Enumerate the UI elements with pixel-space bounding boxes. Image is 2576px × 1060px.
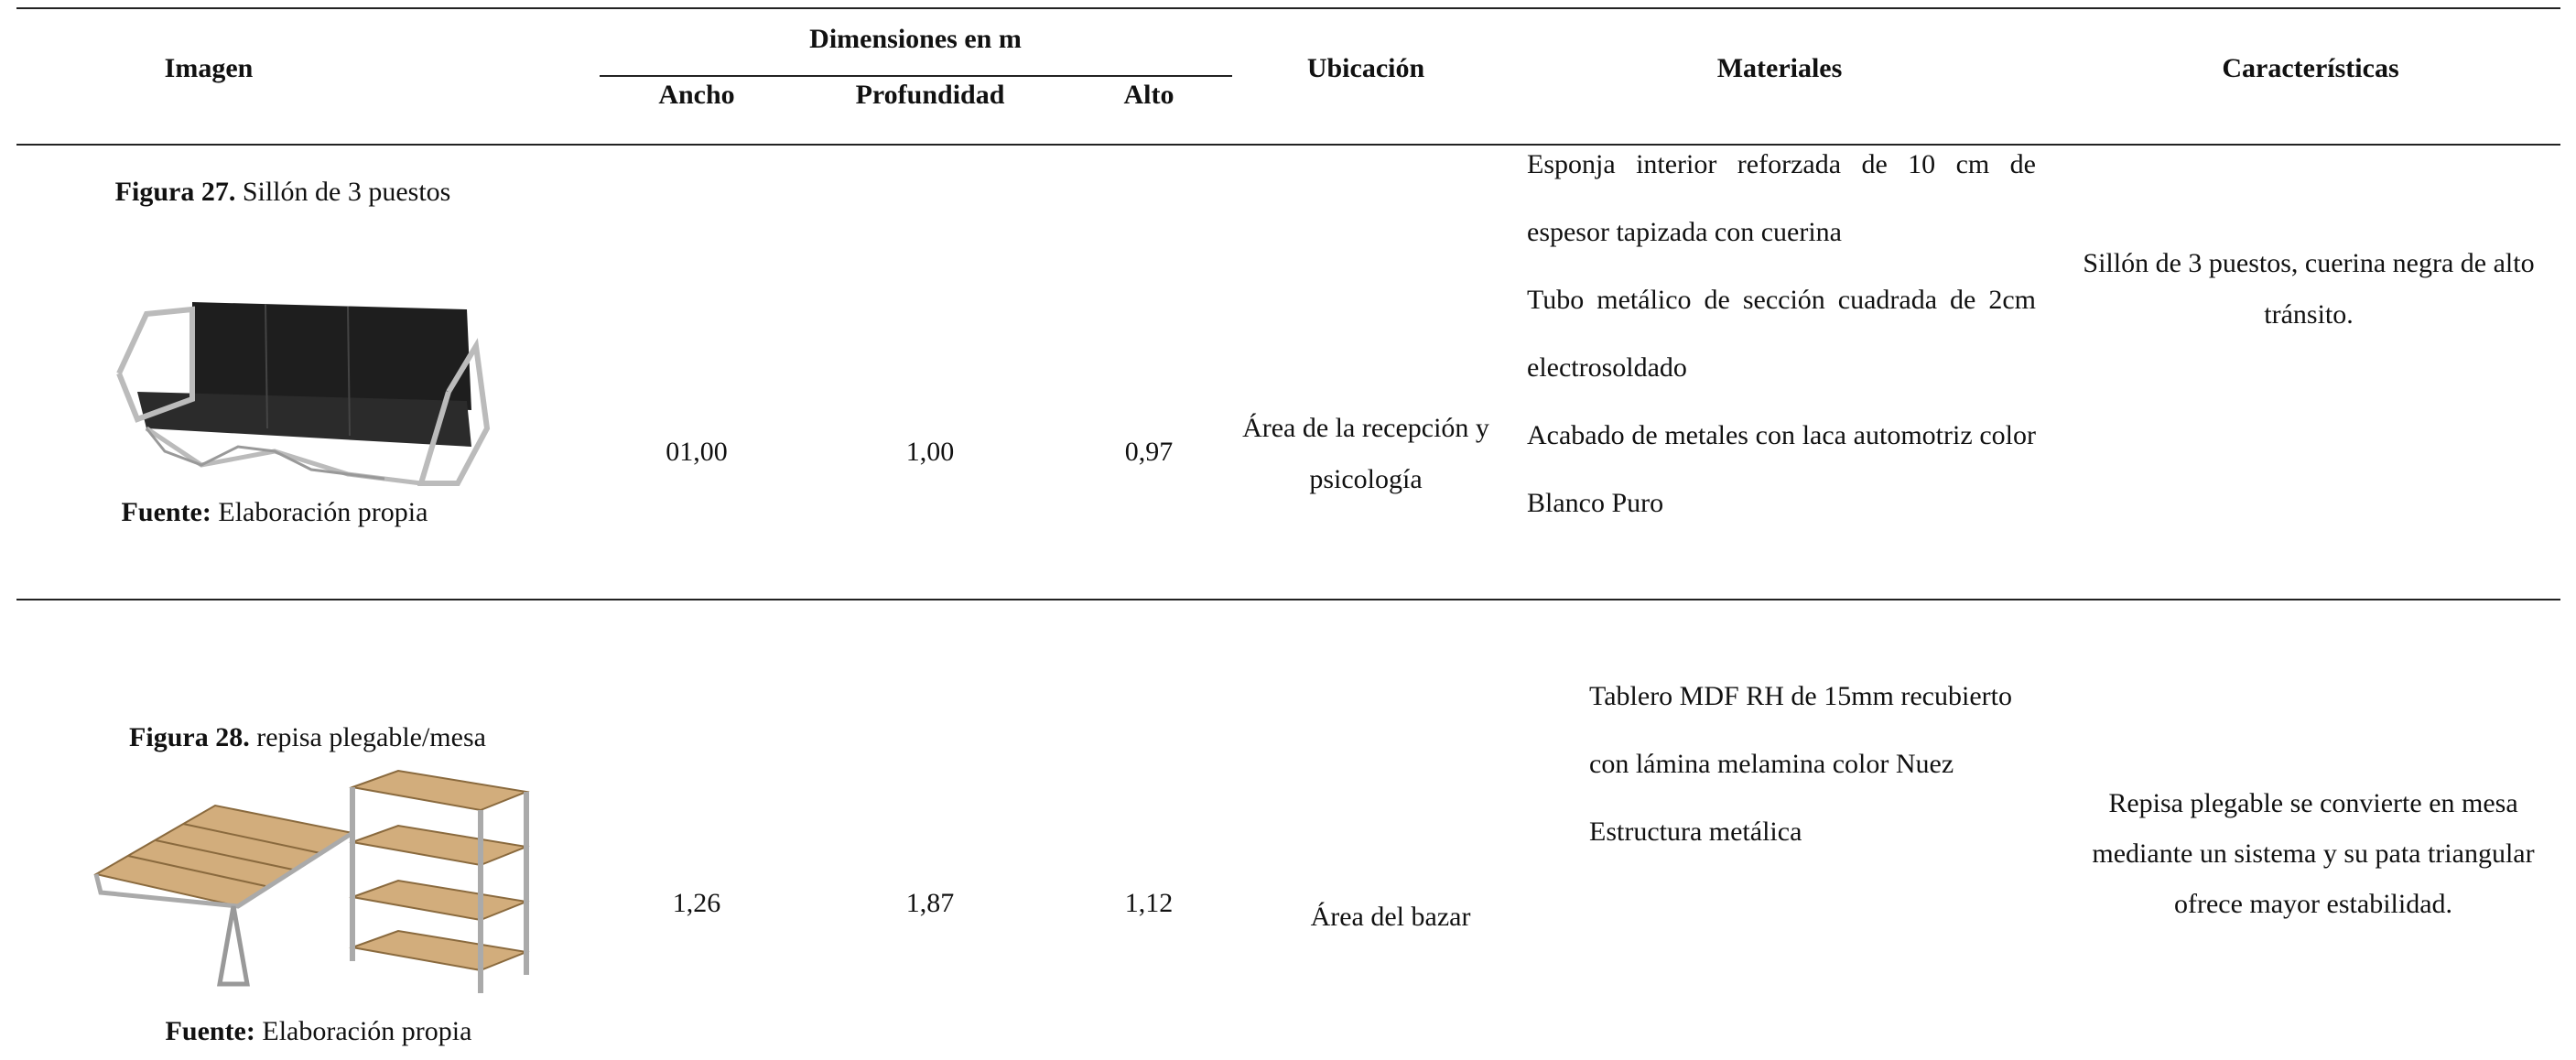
header-cell: Ubicación — [1306, 53, 1425, 83]
source-text: Elaboración propia — [262, 1016, 472, 1046]
ancho-cell: 1,26 — [672, 888, 721, 918]
material-item: Tubo metálico de sección cuadrada de 2cm… — [1527, 285, 2036, 383]
source-label: Fuente: — [165, 1016, 255, 1046]
header-rule — [16, 144, 2560, 146]
alto-cell: 0,97 — [1124, 437, 1174, 467]
sofa-back — [192, 302, 471, 410]
material-item: Esponja interior reforzada de 10 cm de e… — [1527, 149, 2036, 247]
material-item: Tablero MDF RH de 15mm recubierto con lá… — [1589, 681, 2012, 779]
figure-caption: Figura 28. repisa plegable/mesa — [129, 722, 486, 753]
caracteristicas-cell: Sillón de 3 puestos, cuerina negra de al… — [2083, 248, 2535, 330]
figure-label: Figura 28. — [129, 722, 250, 752]
header-cell: Características — [2222, 53, 2399, 83]
source-label: Fuente: — [121, 497, 211, 527]
sofa-seat — [137, 392, 471, 447]
top-rule — [16, 7, 2560, 9]
ubicacion-cell: Área del bazar — [1310, 902, 1471, 932]
alto-cell: 1,12 — [1124, 888, 1174, 918]
row-rule — [16, 599, 2560, 600]
material-item: Acabado de metales con laca automotriz c… — [1527, 420, 2036, 518]
profundidad-cell: 1,87 — [905, 888, 955, 918]
shelf-image — [93, 769, 530, 993]
ubicacion-cell: Área de la recepción y psicología — [1242, 413, 1489, 494]
figure-source: Fuente: Elaboración propia — [122, 497, 428, 528]
figure-title: Sillón de 3 puestos — [242, 177, 451, 207]
profundidad-cell: 1,00 — [905, 437, 955, 467]
header-cell: Alto — [1123, 80, 1174, 110]
caracteristicas-cell: Repisa plegable se convierte en mesa med… — [2092, 788, 2535, 919]
header-cell: Profundidad — [855, 80, 1005, 110]
materiales-cell: Tablero MDF RH de 15mm recubierto con lá… — [1589, 663, 2047, 866]
header-cell: Dimensiones en m — [809, 24, 1022, 54]
figure-source: Fuente: Elaboración propia — [166, 1016, 472, 1047]
header-cell: Ancho — [658, 80, 735, 110]
header-cell: Imagen — [164, 53, 254, 83]
material-item: Estructura metálica — [1589, 817, 1802, 847]
group-rule — [600, 75, 1232, 77]
figure-label: Figura 27. — [114, 177, 236, 207]
shelf-unit — [349, 769, 530, 993]
sofa-image — [116, 302, 491, 486]
figure-title: repisa plegable/mesa — [256, 722, 486, 752]
source-text: Elaboración propia — [218, 497, 428, 527]
ancho-cell: 01,00 — [666, 437, 728, 467]
materiales-cell: Esponja interior reforzada de 10 cm de e… — [1527, 131, 2036, 537]
header-cell: Materiales — [1716, 53, 1843, 83]
figure-caption: Figura 27. Sillón de 3 puestos — [115, 177, 451, 208]
